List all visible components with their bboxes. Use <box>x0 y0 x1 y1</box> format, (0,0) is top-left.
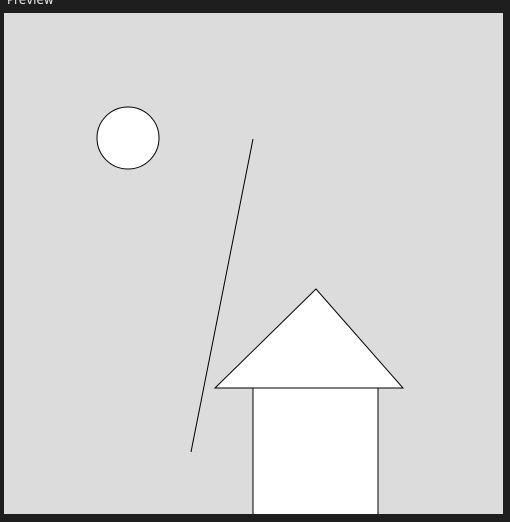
window-title: Preview <box>7 0 54 7</box>
drawing-svg[interactable] <box>4 13 503 514</box>
drawing-canvas[interactable] <box>4 13 503 514</box>
diagonal-line[interactable] <box>190 138 254 453</box>
sun-circle[interactable] <box>96 106 160 170</box>
house-body[interactable] <box>252 387 379 514</box>
house-roof[interactable] <box>213 288 405 389</box>
